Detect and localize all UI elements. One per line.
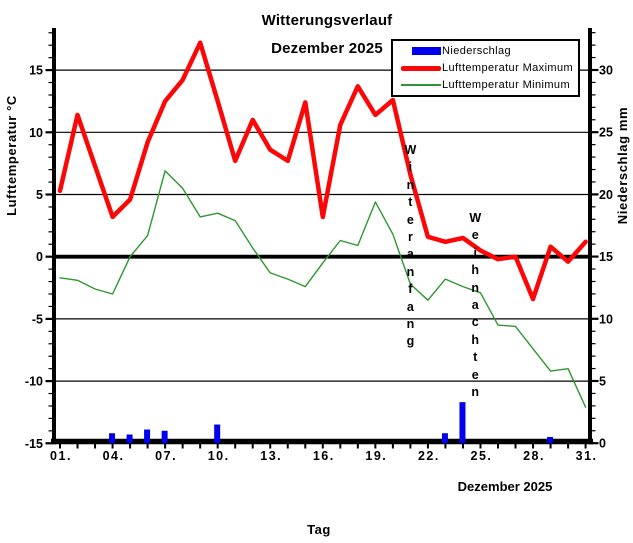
x-tick-label: 25. — [471, 449, 493, 463]
precip-bar — [161, 430, 168, 444]
precip-bar — [441, 433, 448, 444]
left-tick-label: 10 — [29, 126, 43, 140]
legend-item-niederschlag: Niederschlag — [393, 43, 578, 60]
x-tick-label: 28. — [523, 449, 545, 463]
right-tick-label: 15 — [599, 250, 613, 264]
legend-item-temp-min: Lufttemperatur Minimum — [393, 76, 578, 93]
legend-label: Lufttemperatur Minimum — [442, 78, 571, 91]
x-tick-label: 10. — [208, 449, 230, 463]
left-tick-label: -5 — [32, 312, 43, 326]
legend-item-temp-max: Lufttemperatur Maximum — [393, 60, 578, 77]
min-temp-line — [59, 170, 587, 408]
max-temp-swatch — [399, 65, 441, 71]
left-tick-label: -15 — [25, 437, 43, 451]
max-temp-line — [57, 40, 588, 302]
right-tick-label: 20 — [599, 188, 613, 202]
right-axis-title: Niederschlag mm — [614, 45, 632, 285]
right-axis-title-text: Niederschlag mm — [615, 106, 631, 224]
left-tick-label: 5 — [36, 188, 43, 202]
min-temp-swatch — [399, 83, 441, 86]
right-tick-label: 5 — [599, 375, 606, 389]
precip-bar — [214, 424, 221, 444]
right-tick-label: 0 — [599, 437, 606, 451]
right-tick-label: 10 — [599, 312, 613, 326]
x-axis-title: Tag — [307, 522, 331, 537]
legend-label: Niederschlag — [442, 45, 512, 58]
precip-bar — [144, 429, 151, 444]
left-axis-title-text: Lufttemperatur °C — [3, 94, 19, 216]
x-axis-month-label: Dezember 2025 — [457, 479, 553, 494]
x-tick-label: 13. — [260, 449, 282, 463]
precip-bar — [109, 433, 116, 444]
chart-title: Witterungsverlauf — [261, 12, 393, 29]
x-tick-label: 19. — [365, 449, 387, 463]
x-tick-label: 01. — [50, 449, 72, 463]
left-tick-label: -10 — [25, 375, 43, 389]
chart-subtitle: Dezember 2025 — [271, 40, 383, 57]
x-tick-label: 04. — [103, 449, 125, 463]
x-tick-label: 07. — [155, 449, 177, 463]
right-tick-label: 30 — [599, 64, 613, 78]
left-tick-label: 0 — [36, 250, 43, 264]
left-axis-title: Lufttemperatur °C — [2, 35, 20, 275]
x-tick-label: 16. — [313, 449, 335, 463]
precip-bar — [459, 402, 466, 444]
left-tick-label: 15 — [29, 64, 43, 78]
x-tick-label: 31. — [576, 449, 598, 463]
legend: Niederschlag Lufttemperatur Maximum Luft… — [391, 39, 580, 97]
precip-bar — [126, 434, 133, 444]
right-tick-label: 25 — [599, 126, 613, 140]
precip-swatch — [399, 47, 441, 56]
legend-label: Lufttemperatur Maximum — [442, 62, 574, 74]
x-tick-label: 22. — [418, 449, 440, 463]
precip-bar — [547, 436, 554, 444]
